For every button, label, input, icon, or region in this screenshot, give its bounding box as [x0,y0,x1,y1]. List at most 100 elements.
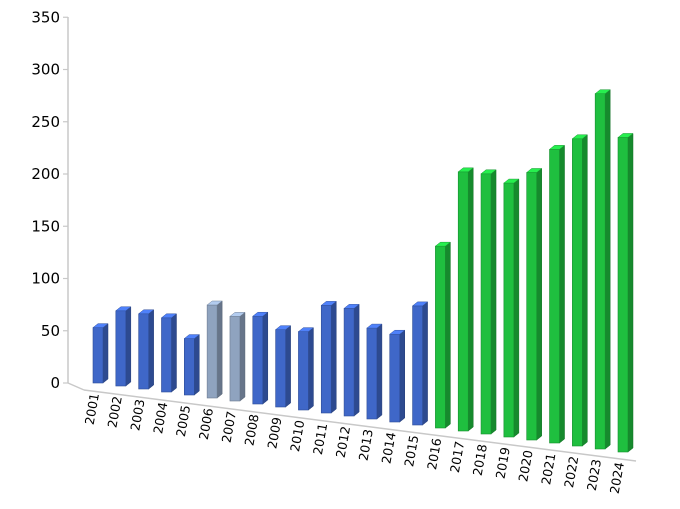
x-tick-label: 2002 [104,395,124,429]
bar-2015 [411,301,429,426]
x-tick-label: 2001 [82,392,102,426]
bar-top [160,313,178,319]
bar-front [572,138,583,447]
x-tick-label: 2004 [150,401,170,435]
bar-side [216,300,223,399]
x-tick-label: 2017 [447,440,467,474]
bar-top [457,167,474,173]
bar-side [582,134,588,447]
bar-side [102,323,109,384]
bar-side [285,325,291,408]
bar-2001 [92,323,109,384]
bar-front [320,305,332,414]
bar-2021 [548,144,566,444]
bar-front [138,313,149,390]
bar-front [161,317,172,393]
bar-front [298,331,309,411]
x-tick-label: 2019 [493,446,513,480]
x-tick-label: 2003 [127,398,147,432]
bar-2024 [617,132,634,453]
bar-front [389,333,401,423]
bar-2004 [160,313,178,393]
bar-2011 [320,300,337,414]
bar-top [503,178,520,184]
y-tick-label: 100 [31,270,60,288]
x-tick-label: 2024 [607,461,627,495]
bar-top [137,309,155,315]
bar-2012 [343,303,360,417]
bar-2023 [594,89,611,450]
bar-front [184,338,195,396]
bar-side [604,89,611,450]
bar-2005 [183,334,201,396]
bar-2014 [389,329,406,423]
bar-side [513,178,520,438]
bar-front [366,327,378,420]
chart-axes [67,17,637,462]
bar-top [434,241,452,247]
x-tick-label: 2010 [287,419,307,453]
bar-side [148,309,154,390]
bar-top [617,133,634,138]
bar-side [399,329,405,423]
bar-2020 [525,167,543,441]
bar-front [549,149,560,444]
y-tick-label: 300 [31,61,60,79]
bar-front [412,305,423,426]
bar-2003 [137,309,155,390]
bar-front [229,316,241,402]
x-tick-label: 2012 [333,425,353,459]
bar-front [275,329,286,408]
bar-side [353,303,360,417]
bar-front [435,245,446,429]
y-tick-label: 250 [31,113,60,131]
bar-side [422,301,428,426]
bar-2009 [274,325,292,408]
bar-side [376,323,383,420]
bar-front [480,173,492,435]
bar-front [252,315,264,405]
bars [92,89,634,453]
bar-top [92,323,109,328]
x-tick-label: 2005 [173,404,193,438]
bar-top [366,323,383,329]
bar-top [594,89,611,94]
x-tick-label: 2013 [356,428,376,462]
x-tick-label: 2022 [561,455,581,489]
x-tick-label: 2016 [424,437,444,471]
bar-side [627,132,634,453]
x-tick-label: 2014 [378,431,398,465]
x-tick-label: 2007 [219,410,239,444]
bar-top [548,145,566,150]
bar-top [525,168,543,173]
y-tick-label: 200 [31,165,60,183]
bar-2018 [480,169,497,435]
floor-left-edge [67,382,85,391]
bar-top [389,329,406,335]
y-tick-label: 0 [50,374,60,392]
bar-side [467,167,474,432]
bar-2002 [115,306,132,387]
bar-2017 [457,167,474,432]
bar-top [297,327,315,332]
x-tick-label: 2015 [401,434,421,468]
bar-front [503,182,515,438]
bar-front [526,172,537,441]
y-tick-label: 50 [41,322,60,340]
x-axis-line [83,389,637,462]
bar-top [252,311,269,317]
bar-front [206,304,218,399]
bar-2006 [206,300,223,399]
bar-2022 [571,134,589,447]
bar-top [274,325,292,330]
x-tick-label: 2011 [310,422,330,456]
bar-2016 [434,241,452,429]
bar-front [115,310,127,387]
bar-front [617,137,629,453]
x-tick-label: 2009 [264,416,284,450]
x-tick-label: 2023 [584,458,604,492]
bar-top [411,301,429,307]
bar-top [115,306,132,312]
bar-side [331,300,337,414]
bar-front [594,93,606,450]
